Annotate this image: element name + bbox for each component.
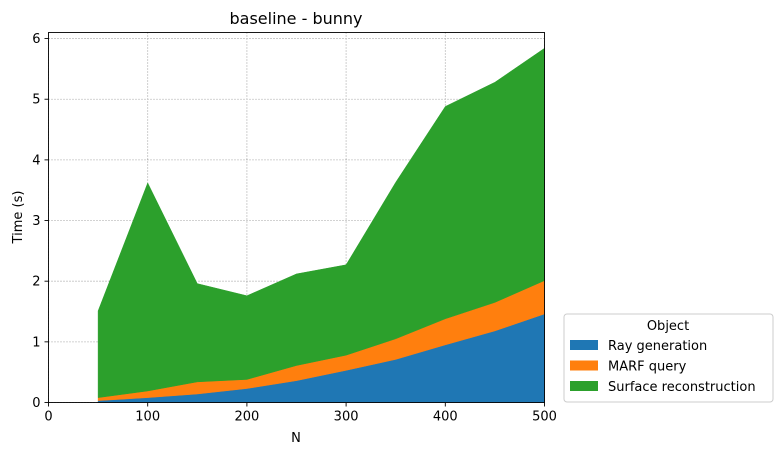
legend-title: Object — [647, 319, 689, 334]
x-tick-label: 400 — [433, 410, 458, 425]
x-tick-label: 100 — [135, 410, 160, 425]
legend-swatch — [570, 381, 598, 391]
y-tick-label: 1 — [32, 335, 40, 350]
x-tick-label: 300 — [334, 410, 359, 425]
y-tick-label: 0 — [32, 396, 40, 411]
x-axis-label: N — [291, 431, 301, 446]
x-axis-ticks: 0 100 200 300 400 500 — [44, 402, 557, 425]
y-tick-label: 4 — [32, 153, 40, 168]
plot-frame — [48, 32, 545, 403]
legend-box — [563, 313, 774, 403]
y-tick-label: 3 — [32, 214, 40, 229]
x-tick-label: 0 — [44, 410, 52, 425]
legend-swatch — [570, 340, 598, 350]
y-axis-label: Time (s) — [11, 191, 26, 245]
y-axis-ticks: 0 1 2 3 4 5 6 — [32, 32, 49, 411]
y-tick-label: 2 — [32, 275, 40, 290]
legend: Object Ray generation MARF query Surface r… — [563, 313, 774, 403]
legend-label: MARF query — [608, 360, 687, 375]
x-tick-label: 200 — [234, 410, 259, 425]
chart-title: baseline - bunny — [229, 9, 362, 28]
y-tick-label: 6 — [32, 32, 40, 47]
legend-label: Surface reconstruction — [608, 380, 756, 395]
x-tick-label: 500 — [532, 410, 557, 425]
legend-label: Ray generation — [608, 339, 707, 354]
legend-swatch — [570, 360, 598, 371]
area-series — [97, 47, 545, 403]
y-tick-label: 5 — [32, 93, 40, 108]
